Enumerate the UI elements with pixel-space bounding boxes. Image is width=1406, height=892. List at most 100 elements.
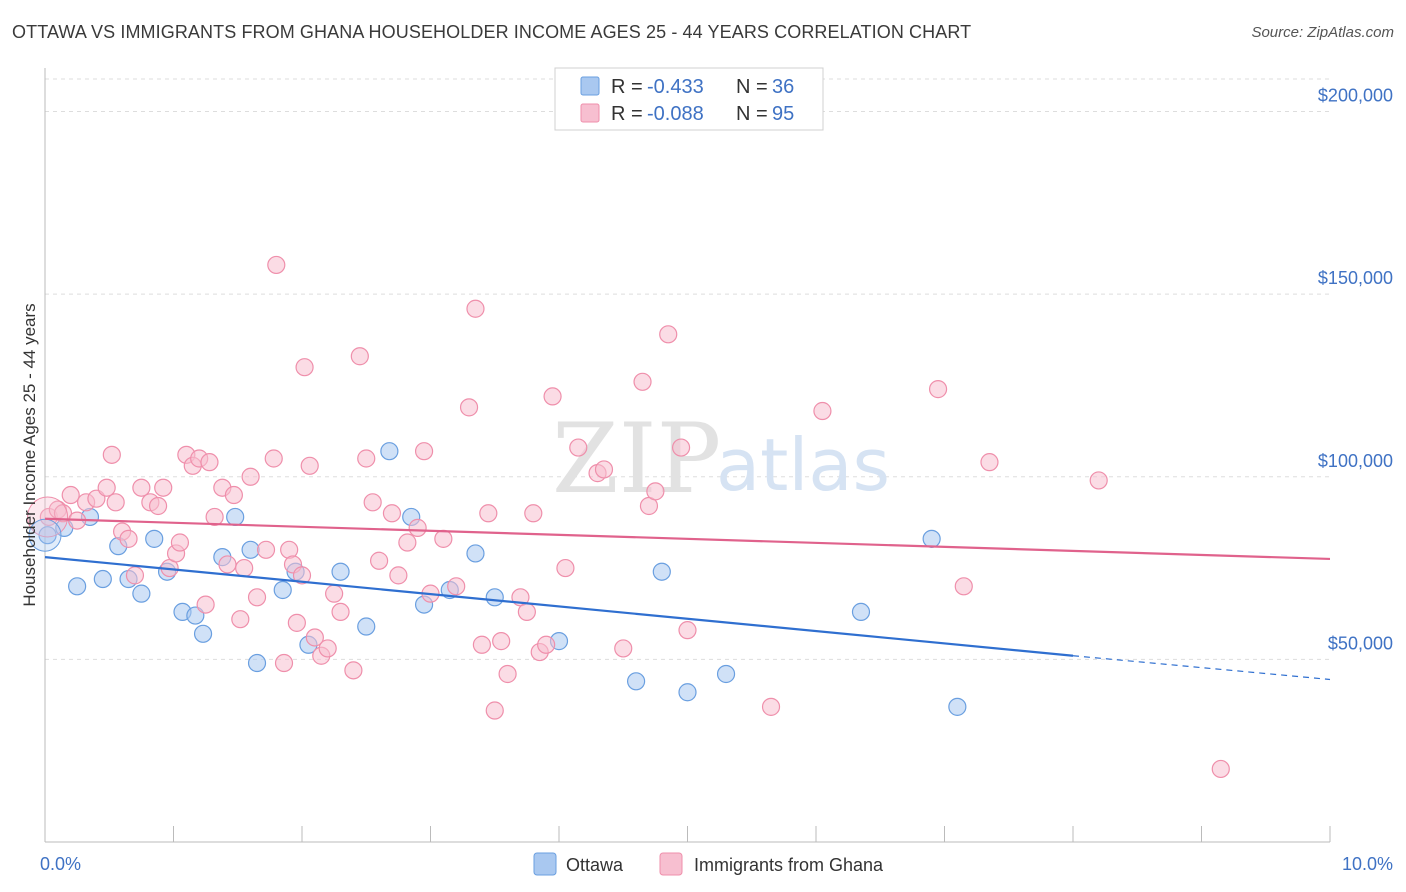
ottawa-point bbox=[716, 664, 736, 684]
ghana-point bbox=[325, 584, 344, 603]
ghana-point-cluster bbox=[27, 496, 69, 538]
ghana-point bbox=[305, 628, 324, 647]
ghana-point bbox=[231, 610, 250, 629]
legend-r-value-ottawa: -0.433 bbox=[647, 76, 704, 98]
y-tick-label: $50,000 bbox=[1328, 633, 1393, 653]
legend-r-label-ghana: R = bbox=[611, 103, 643, 125]
ottawa-point bbox=[68, 577, 87, 596]
ottawa-point bbox=[93, 569, 112, 589]
ghana-point bbox=[472, 635, 491, 654]
ghana-point bbox=[492, 632, 511, 651]
legend-swatch-ottawa bbox=[580, 76, 600, 96]
ghana-point bbox=[363, 493, 382, 512]
ottawa-point bbox=[851, 602, 871, 622]
y-tick-label: $200,000 bbox=[1318, 86, 1393, 106]
ghana-point bbox=[954, 577, 973, 596]
ghana-point bbox=[247, 588, 267, 607]
ghana-point bbox=[331, 602, 350, 622]
ottawa-point bbox=[132, 584, 151, 603]
ottawa-point bbox=[485, 588, 504, 607]
y-tick-label: $100,000 bbox=[1318, 451, 1393, 471]
chart-source: Source: ZipAtlas.com bbox=[1251, 24, 1394, 41]
ghana-point bbox=[106, 493, 125, 512]
ghana-point bbox=[633, 372, 652, 391]
ghana-point bbox=[300, 456, 319, 475]
y-tick-label: $150,000 bbox=[1318, 268, 1393, 288]
x-tick-label: 10.0% bbox=[1342, 854, 1393, 874]
series-legend: Ottawa Immigrants from Ghana bbox=[533, 852, 884, 876]
ottawa-point bbox=[273, 580, 292, 600]
ghana-point bbox=[1089, 471, 1108, 490]
series-legend-label-ghana: Immigrants from Ghana bbox=[694, 855, 884, 875]
ghana-point bbox=[274, 653, 294, 673]
ghana-point bbox=[1211, 759, 1230, 779]
y-axis-label: Householder Income Ages 25 - 44 years bbox=[20, 303, 39, 606]
ottawa-trend-line bbox=[44, 556, 1074, 657]
ghana-point bbox=[447, 577, 466, 596]
ghana-trend-line bbox=[44, 517, 1331, 561]
ghana-point bbox=[132, 478, 151, 497]
ghana-point bbox=[97, 478, 116, 497]
ghana-point bbox=[569, 438, 588, 457]
legend-n-value-ghana: 95 bbox=[772, 103, 794, 125]
ottawa-point bbox=[357, 617, 376, 636]
ghana-point bbox=[370, 551, 389, 570]
ghana-point bbox=[241, 467, 260, 486]
trend-lines bbox=[44, 517, 1331, 681]
ghana-point bbox=[295, 358, 314, 377]
y-tick-labels: $50,000 $100,000 $150,000 $200,000 bbox=[1318, 86, 1393, 654]
ghana-point bbox=[318, 639, 337, 658]
ottawa-point bbox=[948, 697, 967, 716]
ghana-point bbox=[357, 449, 376, 468]
ghana-point bbox=[267, 255, 286, 275]
ghana-point bbox=[256, 540, 276, 559]
ghana-point bbox=[543, 387, 562, 406]
ghana-point bbox=[154, 478, 173, 497]
ghana-point bbox=[292, 566, 312, 585]
ghana-point bbox=[928, 380, 948, 399]
ottawa-point bbox=[241, 540, 260, 559]
ghana-point bbox=[479, 504, 498, 523]
series-legend-label-ottawa: Ottawa bbox=[566, 855, 624, 875]
ghana-point bbox=[408, 518, 427, 537]
watermark-atlas: atlas bbox=[716, 423, 890, 507]
ghana-point bbox=[200, 453, 219, 472]
ottawa-point bbox=[922, 529, 941, 548]
ghana-point bbox=[537, 635, 556, 654]
ghana-point bbox=[646, 482, 665, 501]
ottawa-point bbox=[226, 507, 245, 527]
ghana-point bbox=[671, 438, 691, 457]
stats-legend-box bbox=[554, 67, 824, 131]
ottawa-point bbox=[626, 672, 646, 691]
ottawa-trend-line-extension bbox=[1072, 655, 1331, 681]
ghana-point bbox=[224, 485, 243, 505]
ghana-point bbox=[344, 661, 363, 680]
ghana-point bbox=[485, 701, 504, 720]
ghana-point bbox=[389, 566, 408, 585]
ottawa-point bbox=[380, 442, 399, 461]
ghana-point bbox=[218, 555, 237, 574]
watermark-zip: ZIP bbox=[552, 403, 721, 515]
legend-r-label-ottawa: R = bbox=[611, 76, 643, 98]
ghana-point bbox=[264, 449, 283, 468]
data-points bbox=[27, 255, 1230, 779]
legend-n-label-ghana: N = bbox=[736, 103, 768, 125]
ghana-point bbox=[414, 442, 434, 461]
x-tick-labels: 0.0% 10.0% bbox=[40, 854, 1393, 874]
ghana-point bbox=[434, 529, 453, 548]
legend-n-label-ottawa: N = bbox=[736, 76, 768, 98]
ghana-point bbox=[119, 529, 138, 548]
legend-swatch-ghana bbox=[580, 103, 600, 123]
ghana-point bbox=[148, 496, 168, 516]
ghana-point bbox=[980, 453, 999, 472]
series-legend-swatch-ottawa bbox=[533, 852, 557, 876]
ghana-point bbox=[614, 639, 633, 658]
ghana-point bbox=[659, 325, 678, 344]
stats-legend: R = -0.433 N = 36 R = -0.088 N = 95 bbox=[554, 67, 824, 131]
chart-title: OTTAWA VS IMMIGRANTS FROM GHANA HOUSEHOL… bbox=[12, 22, 972, 42]
ghana-point bbox=[498, 664, 517, 684]
legend-n-value-ottawa: 36 bbox=[772, 76, 794, 98]
ghana-point bbox=[235, 558, 254, 578]
ghana-point bbox=[813, 401, 832, 421]
